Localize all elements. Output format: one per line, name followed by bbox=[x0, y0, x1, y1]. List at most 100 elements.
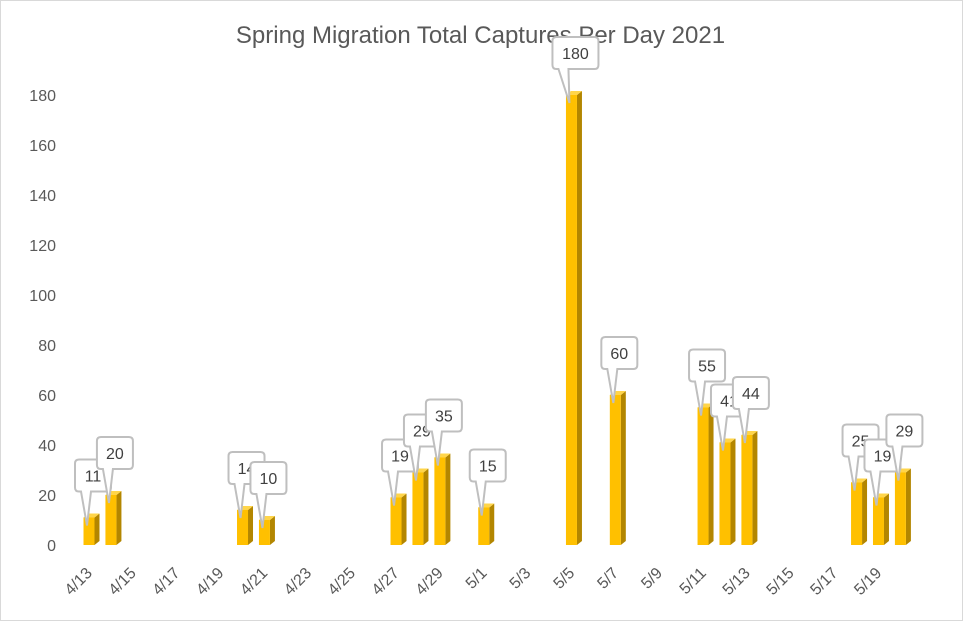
y-tick-label: 40 bbox=[38, 438, 56, 455]
bar bbox=[719, 438, 736, 545]
data-label-text: 19 bbox=[391, 449, 409, 466]
x-tick-label: 4/19 bbox=[193, 565, 227, 599]
x-tick-label: 5/11 bbox=[677, 565, 710, 598]
x-tick-label: 4/25 bbox=[325, 565, 359, 599]
data-label: 29 bbox=[885, 413, 924, 481]
bar-side bbox=[489, 503, 495, 545]
bar-side bbox=[423, 468, 429, 545]
bar bbox=[697, 403, 714, 545]
data-label-text: 10 bbox=[260, 471, 278, 488]
y-tick-label: 100 bbox=[29, 288, 56, 305]
y-tick-label: 60 bbox=[38, 388, 56, 405]
x-tick-label: 5/9 bbox=[638, 565, 666, 593]
data-label: 20 bbox=[95, 436, 134, 504]
x-tick-label: 4/27 bbox=[369, 565, 403, 599]
data-label: 19 bbox=[381, 438, 420, 506]
bar-front bbox=[851, 482, 863, 545]
y-axis: 0 20 40 60 80 100 120 140 160 180 bbox=[29, 88, 56, 555]
x-tick-label: 4/15 bbox=[106, 565, 140, 599]
data-label-text: 19 bbox=[874, 449, 892, 466]
data-label-text: 60 bbox=[610, 346, 628, 363]
data-label-callout bbox=[885, 413, 924, 481]
y-tick-label: 20 bbox=[38, 488, 56, 505]
data-label: 44 bbox=[731, 376, 770, 444]
data-label-text: 11 bbox=[85, 469, 102, 486]
x-tick-label: 4/17 bbox=[150, 565, 184, 599]
data-label-text: 180 bbox=[562, 46, 589, 63]
bar-side bbox=[883, 493, 889, 545]
bar-side bbox=[94, 513, 100, 545]
data-label-text: 20 bbox=[106, 446, 124, 463]
bar bbox=[609, 391, 626, 545]
x-tick-label: 5/5 bbox=[551, 565, 579, 593]
y-tick-label: 120 bbox=[29, 238, 56, 255]
x-tick-label: 4/23 bbox=[281, 565, 315, 599]
bar-front bbox=[237, 510, 249, 545]
data-label-callout bbox=[688, 348, 727, 416]
x-tick-label: 5/19 bbox=[851, 565, 885, 599]
bar-side bbox=[401, 493, 407, 545]
x-tick-label: 4/13 bbox=[62, 565, 96, 599]
data-label-text: 15 bbox=[479, 459, 497, 476]
bar-side bbox=[862, 478, 868, 545]
bar-side bbox=[269, 516, 275, 545]
x-tick-label: 5/3 bbox=[507, 565, 535, 593]
bar bbox=[741, 431, 758, 545]
bar-front bbox=[105, 495, 117, 545]
y-tick-label: 140 bbox=[29, 188, 56, 205]
bar-side bbox=[752, 431, 758, 545]
bar-side bbox=[116, 491, 122, 545]
bar-side bbox=[576, 91, 582, 545]
x-tick-label: 5/7 bbox=[594, 565, 622, 593]
y-tick-label: 160 bbox=[29, 138, 56, 155]
bar-front bbox=[258, 520, 270, 545]
bar-front bbox=[719, 442, 731, 545]
data-label-callout bbox=[424, 398, 463, 466]
bar-side bbox=[708, 403, 714, 545]
bar-front bbox=[697, 407, 709, 545]
data-label: 55 bbox=[688, 348, 727, 416]
data-label-callout bbox=[95, 436, 134, 504]
y-tick-label: 180 bbox=[29, 88, 56, 105]
bar-side bbox=[730, 438, 736, 545]
x-tick-label: 5/15 bbox=[764, 565, 798, 599]
data-label: 15 bbox=[468, 448, 507, 516]
data-label-callout bbox=[731, 376, 770, 444]
bar-front bbox=[894, 472, 906, 545]
x-tick-label: 5/17 bbox=[807, 565, 841, 599]
bar-front bbox=[434, 457, 446, 545]
data-label-text: 35 bbox=[435, 409, 453, 426]
bar-front bbox=[872, 497, 884, 545]
bar-front bbox=[83, 517, 95, 545]
data-label-callout bbox=[551, 36, 600, 104]
bar bbox=[237, 506, 254, 545]
data-label: 60 bbox=[600, 336, 639, 404]
x-tick-label: 4/29 bbox=[413, 565, 447, 599]
bar-side bbox=[620, 391, 626, 545]
y-tick-label: 80 bbox=[38, 338, 56, 355]
bars bbox=[83, 91, 911, 545]
data-label-text: 29 bbox=[896, 424, 914, 441]
bar-side bbox=[248, 506, 254, 545]
bar-front bbox=[741, 435, 753, 545]
bar bbox=[565, 91, 582, 545]
x-tick-label: 4/21 bbox=[237, 565, 271, 599]
data-label-text: 55 bbox=[698, 359, 716, 376]
bar-front bbox=[390, 497, 402, 545]
data-label-text: 44 bbox=[742, 386, 760, 403]
x-tick-label: 5/1 bbox=[463, 565, 491, 593]
data-label: 180 bbox=[551, 36, 600, 104]
bar bbox=[434, 453, 451, 545]
x-tick-label: 5/13 bbox=[720, 565, 754, 599]
data-label-callout bbox=[600, 336, 639, 404]
bar-front bbox=[565, 95, 577, 545]
data-label-callout bbox=[468, 448, 507, 516]
data-label: 10 bbox=[249, 461, 288, 529]
bar-front bbox=[478, 507, 490, 545]
x-axis: 4/13 4/15 4/17 4/19 4/21 4/23 4/25 4/27 4/29 5/1 5… bbox=[62, 565, 886, 599]
chart-title: Spring Migration Total Captures Per Day … bbox=[235, 22, 726, 49]
y-tick-label: 0 bbox=[47, 538, 56, 555]
bar-front bbox=[412, 472, 424, 545]
